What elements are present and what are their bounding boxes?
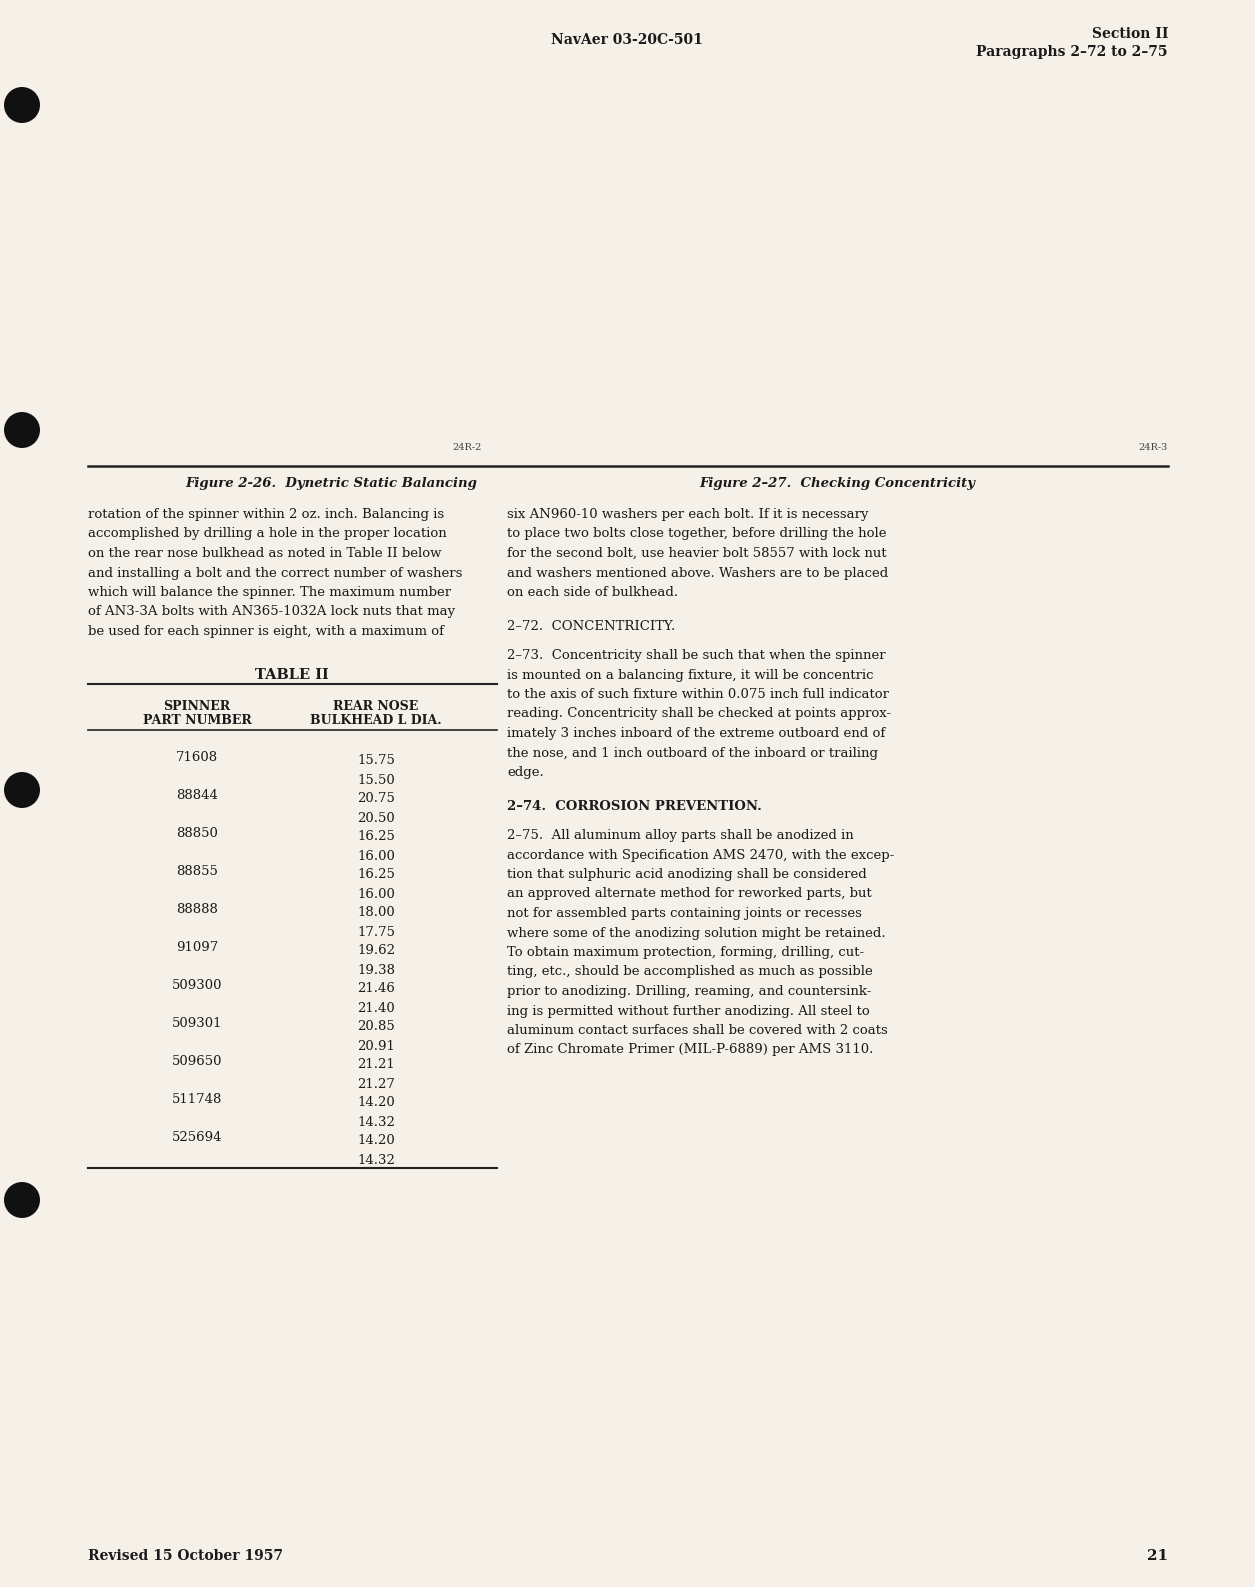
Text: 2–72.  CONCENTRICITY.: 2–72. CONCENTRICITY.: [507, 619, 675, 633]
Text: Figure 2–27.  Checking Concentricity: Figure 2–27. Checking Concentricity: [699, 478, 975, 490]
Text: reading. Concentricity shall be checked at points approx-: reading. Concentricity shall be checked …: [507, 708, 891, 720]
Text: 2–75.  All aluminum alloy parts shall be anodized in: 2–75. All aluminum alloy parts shall be …: [507, 828, 853, 843]
Text: to place two bolts close together, before drilling the hole: to place two bolts close together, befor…: [507, 527, 886, 541]
Text: 19.38: 19.38: [356, 963, 395, 976]
Text: 16.00: 16.00: [358, 849, 395, 862]
Text: accomplished by drilling a hole in the proper location: accomplished by drilling a hole in the p…: [88, 527, 447, 541]
Text: ting, etc., should be accomplished as much as possible: ting, etc., should be accomplished as mu…: [507, 965, 872, 979]
Text: 20.50: 20.50: [358, 811, 395, 825]
Text: 21.40: 21.40: [358, 1001, 395, 1014]
Text: to the axis of such fixture within 0.075 inch full indicator: to the axis of such fixture within 0.075…: [507, 689, 889, 701]
Text: To obtain maximum protection, forming, drilling, cut-: To obtain maximum protection, forming, d…: [507, 946, 865, 959]
Text: 88850: 88850: [176, 827, 218, 840]
Text: Paragraphs 2–72 to 2–75: Paragraphs 2–72 to 2–75: [976, 44, 1168, 59]
Text: and washers mentioned above. Washers are to be placed: and washers mentioned above. Washers are…: [507, 567, 889, 579]
Text: six AN960-10 washers per each bolt. If it is necessary: six AN960-10 washers per each bolt. If i…: [507, 508, 868, 521]
Text: aluminum contact surfaces shall be covered with 2 coats: aluminum contact surfaces shall be cover…: [507, 1024, 887, 1036]
Text: 88855: 88855: [176, 865, 218, 878]
Text: 88888: 88888: [176, 903, 218, 916]
Text: of Zinc Chromate Primer (MIL-P-6889) per AMS 3110.: of Zinc Chromate Primer (MIL-P-6889) per…: [507, 1044, 873, 1057]
Text: SPINNER: SPINNER: [163, 700, 231, 713]
Circle shape: [4, 771, 40, 808]
Text: 16.00: 16.00: [358, 887, 395, 900]
Text: 20.85: 20.85: [358, 1020, 395, 1033]
Text: NavAer 03-20C-501: NavAer 03-20C-501: [551, 33, 703, 48]
Text: is mounted on a balancing fixture, it will be concentric: is mounted on a balancing fixture, it wi…: [507, 668, 873, 681]
Text: 24R-2: 24R-2: [453, 443, 482, 452]
Text: 509301: 509301: [172, 1017, 222, 1030]
Circle shape: [4, 87, 40, 124]
Text: Figure 2-26.  Dynetric Static Balancing: Figure 2-26. Dynetric Static Balancing: [184, 478, 477, 490]
Text: imately 3 inches inboard of the extreme outboard end of: imately 3 inches inboard of the extreme …: [507, 727, 885, 740]
Text: 509300: 509300: [172, 979, 222, 992]
Text: 14.32: 14.32: [358, 1116, 395, 1128]
Text: 2–74.  CORROSION PREVENTION.: 2–74. CORROSION PREVENTION.: [507, 800, 762, 813]
Text: BULKHEAD L DIA.: BULKHEAD L DIA.: [310, 714, 442, 727]
Circle shape: [4, 413, 40, 448]
Text: edge.: edge.: [507, 767, 543, 779]
Text: 14.20: 14.20: [358, 1097, 395, 1109]
Text: not for assembled parts containing joints or recesses: not for assembled parts containing joint…: [507, 908, 862, 920]
Text: 88844: 88844: [176, 789, 218, 801]
Text: REAR NOSE: REAR NOSE: [334, 700, 419, 713]
Text: 15.75: 15.75: [358, 754, 395, 767]
Text: an approved alternate method for reworked parts, but: an approved alternate method for reworke…: [507, 887, 872, 900]
Text: TABLE II: TABLE II: [255, 668, 329, 682]
Text: 17.75: 17.75: [356, 925, 395, 938]
Text: 71608: 71608: [176, 751, 218, 763]
Text: PART NUMBER: PART NUMBER: [143, 714, 251, 727]
Text: 16.25: 16.25: [358, 868, 395, 881]
Text: be used for each spinner is eight, with a maximum of: be used for each spinner is eight, with …: [88, 625, 444, 638]
Text: 509650: 509650: [172, 1055, 222, 1068]
Text: where some of the anodizing solution might be retained.: where some of the anodizing solution mig…: [507, 927, 886, 940]
Bar: [88, 70, 487, 459]
Text: 18.00: 18.00: [358, 906, 395, 919]
Text: 21: 21: [1147, 1549, 1168, 1563]
Text: 21.21: 21.21: [358, 1059, 395, 1071]
Text: 91097: 91097: [176, 941, 218, 954]
Text: Revised 15 October 1957: Revised 15 October 1957: [88, 1549, 282, 1563]
Text: for the second bolt, use heavier bolt 58557 with lock nut: for the second bolt, use heavier bolt 58…: [507, 548, 886, 560]
Text: ing is permitted without further anodizing. All steel to: ing is permitted without further anodizi…: [507, 1005, 870, 1017]
Text: 24R-3: 24R-3: [1138, 443, 1168, 452]
Text: the nose, and 1 inch outboard of the inboard or trailing: the nose, and 1 inch outboard of the inb…: [507, 746, 878, 760]
Text: 20.75: 20.75: [358, 792, 395, 805]
Text: on each side of bulkhead.: on each side of bulkhead.: [507, 586, 678, 598]
Text: Section II: Section II: [1092, 27, 1168, 41]
Text: 19.62: 19.62: [356, 944, 395, 957]
Text: 525694: 525694: [172, 1132, 222, 1144]
Text: and installing a bolt and the correct number of washers: and installing a bolt and the correct nu…: [88, 567, 462, 579]
Text: 2–73.  Concentricity shall be such that when the spinner: 2–73. Concentricity shall be such that w…: [507, 649, 886, 662]
Text: of AN3-3A bolts with AN365-1032A lock nuts that may: of AN3-3A bolts with AN365-1032A lock nu…: [88, 606, 456, 619]
Text: 20.91: 20.91: [358, 1039, 395, 1052]
Circle shape: [4, 1182, 40, 1217]
Text: 14.32: 14.32: [358, 1154, 395, 1166]
Text: 16.25: 16.25: [358, 830, 395, 843]
Text: tion that sulphuric acid anodizing shall be considered: tion that sulphuric acid anodizing shall…: [507, 868, 867, 881]
Text: rotation of the spinner within 2 oz. inch. Balancing is: rotation of the spinner within 2 oz. inc…: [88, 508, 444, 521]
Text: 21.46: 21.46: [358, 982, 395, 995]
Text: prior to anodizing. Drilling, reaming, and countersink-: prior to anodizing. Drilling, reaming, a…: [507, 986, 871, 998]
Text: on the rear nose bulkhead as noted in Table II below: on the rear nose bulkhead as noted in Ta…: [88, 548, 442, 560]
Text: 14.20: 14.20: [358, 1135, 395, 1147]
Bar: [507, 70, 1168, 459]
Text: 15.50: 15.50: [358, 773, 395, 787]
Text: accordance with Specification AMS 2470, with the excep-: accordance with Specification AMS 2470, …: [507, 849, 895, 862]
Text: 21.27: 21.27: [358, 1078, 395, 1090]
Text: 511748: 511748: [172, 1093, 222, 1106]
Text: which will balance the spinner. The maximum number: which will balance the spinner. The maxi…: [88, 586, 451, 598]
